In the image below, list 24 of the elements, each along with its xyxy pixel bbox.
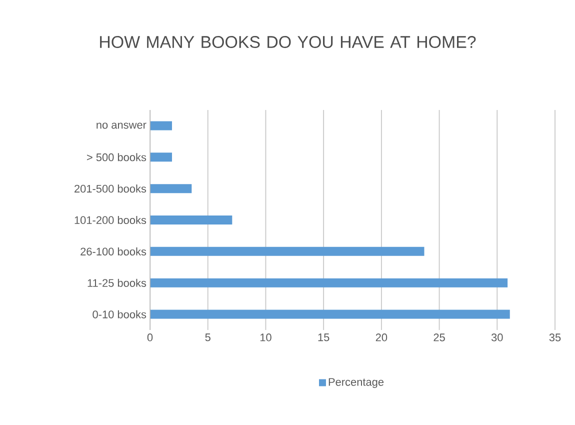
y-tick-label: 101-200 books [74,216,146,224]
bar [150,246,424,256]
bar [150,310,510,319]
y-tick-label: no answer [96,122,146,129]
bar [150,216,232,225]
bar [150,152,172,162]
y-tick-label: 201-500 books [74,184,146,193]
bar [150,184,192,194]
y-tick-label: 26-100 books [80,247,146,256]
y-tick-label: > 500 books [87,153,146,162]
legend-label: Percentage [328,378,384,388]
x-tick-label: 35 [549,334,561,342]
x-tick-label: 5 [205,334,210,342]
x-tick-label: 0 [147,334,153,342]
x-tick-label: 30 [491,334,503,342]
y-tick-label: 0-10 books [92,310,146,318]
x-tick-label: 10 [260,334,272,342]
bar [150,121,172,130]
bar [150,278,508,288]
x-tick-label: 20 [376,334,388,342]
y-tick-label: 11-25 books [88,278,146,287]
x-tick-label: 25 [434,334,445,342]
chart-title: HOW MANY BOOKS DO YOU HAVE AT HOME? [100,36,476,48]
x-tick-label: 15 [318,334,330,342]
